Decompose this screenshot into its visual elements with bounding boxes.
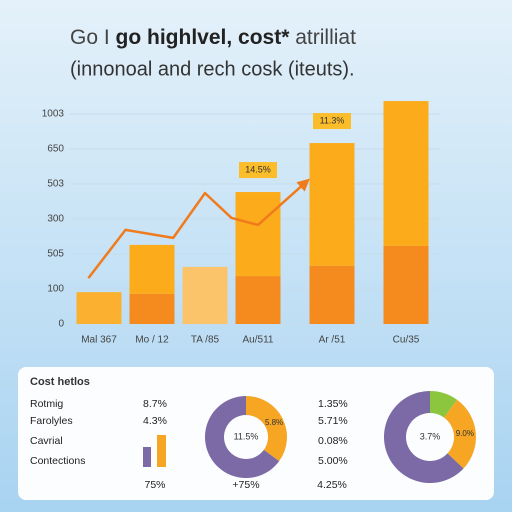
footer-value: 75% [144,479,165,491]
panel [18,367,494,500]
annotation: 11.3% [320,115,345,125]
donut-slice [444,399,476,469]
row-label: Rotmig [30,398,63,410]
bar-segment [235,192,281,277]
y-tick-label: 503 [47,179,64,190]
x-tick-label: Cu/35 [393,335,420,346]
annotation: 14.5% [245,164,271,174]
y-tick-label: 300 [47,214,64,225]
y-tick-label: 650 [47,144,64,155]
donut-slice [430,391,458,418]
y-tick-label: 1003 [42,109,65,120]
row-value: 5.00% [318,455,348,467]
row-value: 5.71% [318,415,348,427]
donut-slice [384,391,464,483]
title: Go I go highlvel, cost* atrilliat [70,26,356,49]
bar-segment [383,245,429,324]
donut-center-label: 11.5% [234,431,259,441]
panel-title: Cost hetlos [30,376,90,388]
bar-segment [309,265,355,324]
row-label: Contections [30,455,85,467]
bar-segment [129,293,175,324]
x-tick-label: TA /85 [191,335,220,346]
footer-value: 4.25% [317,479,347,491]
row-label: Farolyles [30,415,73,427]
x-tick-label: Ar /51 [319,335,346,346]
bar-segment [182,266,228,324]
row-value: 1.35% [318,398,348,410]
bar-segment [309,143,355,266]
icon-bar [157,435,166,467]
x-tick-label: Mo / 12 [135,335,169,346]
donut-slice [204,396,280,478]
panel-content: Cost hetlos 11.5% 5.8% 3.7% 9.0% Rotmig 8.7% 1… [30,376,476,491]
annotation-box [239,162,277,179]
x-tick-label: Au/511 [243,335,274,346]
trend-line [87,178,310,279]
title-part: atrilliat [289,26,356,49]
slice-label: 9.0% [456,429,474,438]
bar-segment [235,276,281,324]
title-part: Go I [70,26,116,49]
icon-bar [143,447,151,467]
annotation-box [313,113,351,130]
title-part: go highlvel, cost* [116,26,291,49]
slice-label: 5.8% [265,418,283,427]
bar-segment [129,244,175,294]
donut-slice [246,396,287,462]
row-label: Cavrial [30,435,63,447]
footer-value: +75% [232,479,259,491]
donut-center-label: 3.7% [420,431,441,441]
bar-chart: 0 100 505 300 503 650 1003 Mal 367 Mo / 12 TA /85… [42,101,440,346]
y-tick-label: 100 [47,284,64,295]
row-value: 0.08% [318,435,348,447]
x-tick-label: Mal 367 [81,335,117,346]
subtitle: (innonoal and rech cosk (iteuts). [70,58,355,80]
bar-segment [383,101,429,246]
y-tick-label: 0 [58,319,64,330]
row-value: 8.7% [143,398,167,410]
row-value: 4.3% [143,415,167,427]
bar-segment [76,292,122,324]
y-tick-label: 505 [47,249,64,260]
